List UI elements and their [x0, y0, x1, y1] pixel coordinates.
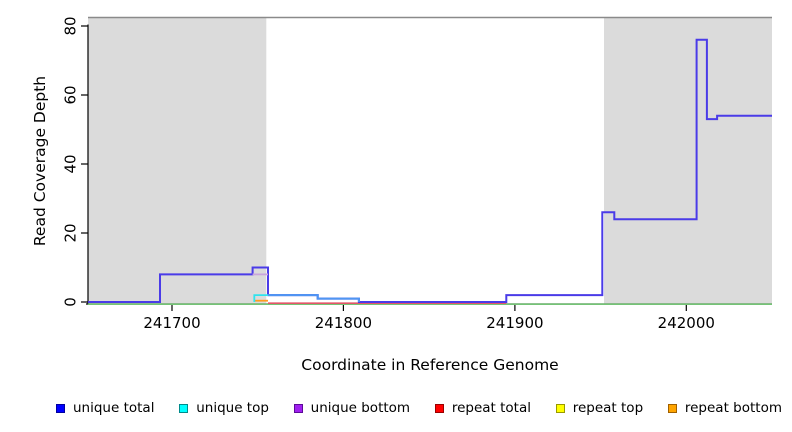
x-tick-label: 242000 — [658, 314, 715, 332]
y-tick-label: 0 — [62, 297, 80, 307]
legend-label: repeat total — [451, 400, 531, 416]
y-tick-label: 80 — [62, 16, 80, 35]
legend-item-repeat-top: repeat top — [555, 400, 644, 417]
legend-swatch-unique-top — [179, 404, 189, 413]
legend-label: unique total — [73, 400, 155, 416]
legend-swatch-unique-bottom — [293, 404, 303, 413]
legend-swatch-repeat-total — [434, 404, 444, 413]
legend-swatch-repeat-bottom — [667, 404, 677, 413]
legend-item-unique-total: unique total — [56, 400, 154, 417]
y-tick-label: 20 — [62, 223, 80, 242]
legend-item-repeat-bottom: repeat bottom — [667, 400, 782, 417]
legend-item-unique-top: unique top — [179, 400, 269, 417]
series-unique-top-line — [253, 294, 268, 302]
legend-item-unique-bottom: unique bottom — [293, 400, 411, 417]
x-tick-label: 241900 — [486, 314, 543, 332]
masked-region — [88, 17, 267, 304]
legend-swatch-unique-total — [56, 404, 65, 413]
x-tick-label: 241800 — [315, 314, 372, 332]
legend-label: unique bottom — [310, 400, 411, 416]
y-axis-title: Read Coverage Depth — [31, 75, 49, 247]
legend-label: repeat top — [572, 400, 644, 416]
y-tick-label: 40 — [62, 154, 80, 173]
legend-item-repeat-total: repeat total — [434, 400, 531, 417]
masked-region — [604, 17, 772, 304]
y-tick-label: 60 — [62, 85, 80, 104]
x-tick-label: 241700 — [143, 314, 200, 332]
legend-label: unique top — [196, 400, 269, 416]
series-unique-total-line — [88, 38, 772, 303]
series-unique-total-over-unique-top-line — [268, 294, 360, 302]
legend-label: repeat bottom — [684, 400, 782, 416]
legend-swatch-repeat-top — [555, 404, 565, 413]
legend: unique total unique top unique bottom repea… — [56, 400, 782, 417]
x-axis-title: Coordinate in Reference Genome — [301, 356, 559, 374]
